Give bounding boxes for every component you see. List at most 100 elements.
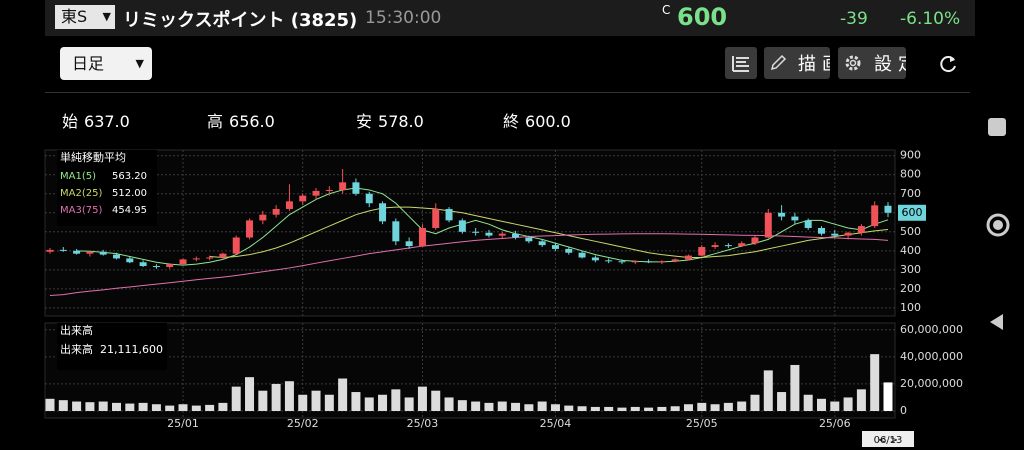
y-tick-label: 700 — [900, 187, 921, 200]
indicator-button[interactable] — [725, 47, 757, 79]
quote-label: 安 — [356, 112, 373, 131]
y-tick-label: 900 — [900, 149, 921, 162]
volume-bar — [191, 405, 201, 411]
legend-name: MA1(5) — [60, 171, 96, 182]
volume-bar — [417, 386, 427, 411]
candle-body — [512, 233, 520, 238]
volume-bar — [284, 381, 294, 411]
candle-body — [671, 259, 679, 262]
volume-legend-box — [57, 323, 167, 370]
candle-body — [578, 252, 586, 258]
ma-line — [76, 187, 889, 266]
legend-name: MA3(75) — [60, 205, 102, 216]
candle-body — [126, 258, 134, 263]
candle-body — [73, 250, 81, 254]
legend-box — [57, 150, 157, 226]
candle-body — [645, 261, 653, 263]
volume-bar — [697, 402, 707, 411]
volume-bar — [511, 402, 521, 411]
volume-current-name: 出来高 — [60, 342, 93, 356]
candle-body — [751, 237, 759, 244]
recent-button[interactable] — [988, 118, 1006, 136]
candle-body — [299, 195, 307, 202]
refresh-button[interactable] — [936, 52, 960, 76]
volume-bar — [378, 394, 388, 411]
volume-bar — [364, 397, 374, 411]
quote-item: 始 637.0 — [62, 108, 130, 132]
candle-body — [246, 220, 254, 238]
x-tick-label: 25/05 — [686, 417, 718, 430]
volume-current-value: 21,111,600 — [100, 343, 163, 356]
quote-value: 637.0 — [84, 112, 130, 131]
y-tick-label: 400 — [900, 244, 921, 257]
volume-bar — [271, 383, 281, 411]
volume-bar — [58, 400, 68, 411]
candle-body — [418, 227, 426, 247]
volume-bar — [218, 402, 228, 411]
candle-body — [658, 261, 666, 263]
volume-bar — [564, 405, 574, 411]
candle-body — [445, 208, 453, 221]
volume-bar — [431, 390, 441, 411]
volume-bar — [125, 403, 135, 411]
candle-body — [764, 212, 772, 238]
volume-bar — [404, 397, 414, 411]
settings-button[interactable]: 設定 — [838, 47, 906, 79]
stock-name: リミックスポイント (3825) — [123, 10, 358, 31]
x-tick-label: 25/04 — [540, 417, 572, 430]
candle-body — [219, 253, 227, 258]
candle-body — [485, 232, 493, 236]
candle-body — [844, 232, 852, 236]
period-select[interactable]: 日足 ▼ — [60, 47, 152, 80]
volume-bar — [112, 402, 122, 411]
candle-body — [352, 182, 360, 194]
volume-bar — [830, 401, 840, 411]
volume-title: 出来高 — [60, 323, 93, 337]
change: -39 — [840, 9, 868, 29]
y-tick-label: 800 — [900, 168, 921, 181]
date-cursor-box — [862, 431, 914, 447]
candle-body — [379, 203, 387, 222]
y-tick-label: 20,000,000 — [900, 377, 963, 390]
home-button[interactable] — [985, 212, 1011, 238]
quote-value: 656.0 — [229, 112, 275, 131]
x-tick-label: 25/02 — [287, 417, 319, 430]
draw-button[interactable]: 描画 — [764, 47, 830, 79]
volume-bar — [537, 401, 547, 411]
volume-bar — [151, 404, 161, 411]
price-badge-label: 600 — [902, 206, 923, 219]
volume-bar — [391, 389, 401, 411]
back-button[interactable] — [987, 312, 1007, 332]
volume-bar — [245, 377, 255, 411]
volume-bar — [790, 364, 800, 411]
volume-bar — [72, 401, 82, 411]
volume-bar — [351, 392, 361, 411]
candle-body — [884, 205, 892, 213]
candle-body — [538, 241, 546, 246]
candle-body — [565, 248, 573, 253]
exchange-select[interactable]: 東S ▼ — [55, 5, 115, 29]
volume-bar — [870, 354, 880, 411]
draw-label: 描画 — [798, 54, 830, 75]
period: 日足 — [72, 54, 105, 73]
volume-bar — [750, 394, 760, 411]
candle-body — [804, 220, 812, 228]
y-tick-label: 200 — [900, 282, 921, 295]
candle-body — [232, 237, 240, 254]
candle-body — [285, 201, 293, 209]
volume-bar — [644, 407, 654, 411]
y-tick-label: 60,000,000 — [900, 323, 963, 336]
volume-bar — [670, 406, 680, 411]
date-cursor-label: 06/13 — [874, 435, 903, 446]
exchange: 東S — [61, 7, 88, 26]
volume-bar — [484, 402, 494, 411]
volume-bar — [856, 389, 866, 411]
volume-bar — [138, 402, 148, 411]
candle-body — [405, 241, 413, 247]
y-tick-label: 500 — [900, 225, 921, 238]
volume-bar — [550, 404, 560, 411]
divider — [45, 92, 970, 93]
volume-bar — [683, 404, 693, 411]
